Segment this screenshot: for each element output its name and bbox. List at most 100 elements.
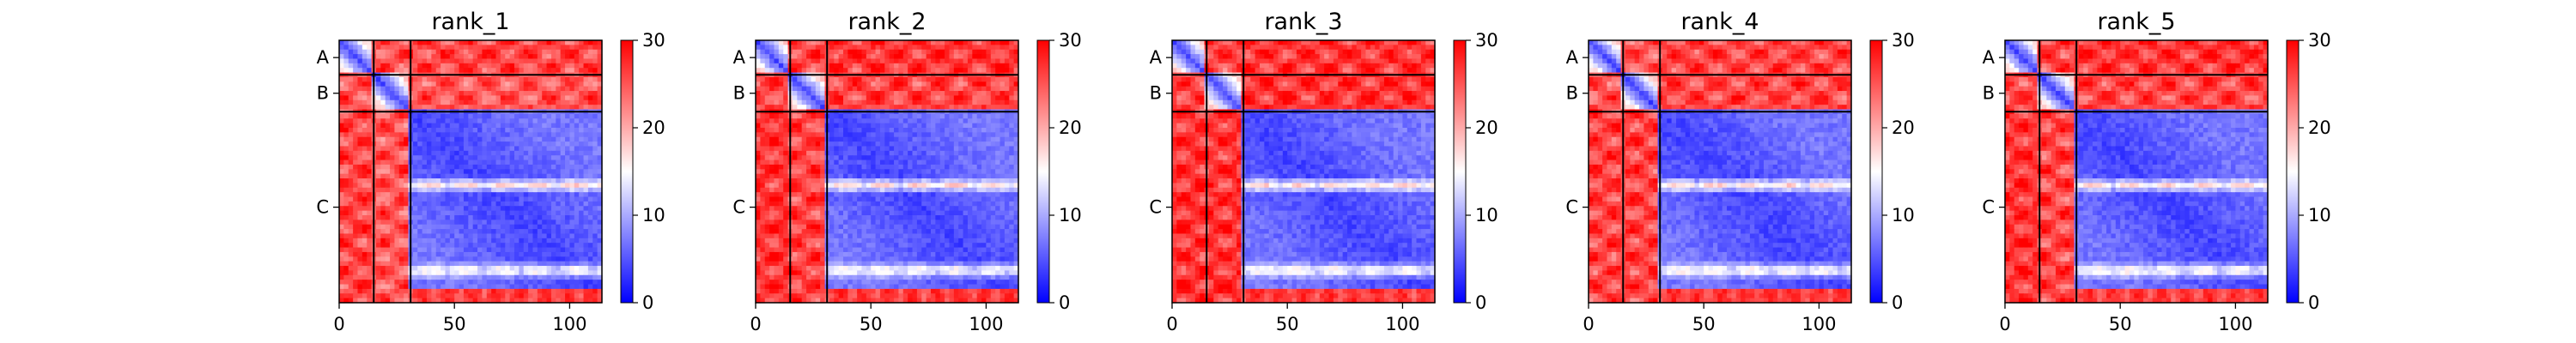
heatmap-cell [574,50,580,55]
heatmap-cell [921,54,927,59]
heatmap-cell [445,252,450,257]
heatmap-cell [440,169,446,174]
heatmap-cell [349,160,354,165]
heatmap-cell [394,50,399,55]
heatmap-cell [519,141,524,147]
heatmap-cell [362,248,368,253]
heatmap-cell [510,45,515,50]
heatmap-cell [774,132,779,137]
heatmap-cell [440,183,446,188]
heatmap-cell [349,123,354,129]
heatmap-cell [565,95,570,100]
heatmap-cell [422,160,428,165]
heatmap-cell [394,215,399,220]
heatmap-cell [431,243,436,248]
heatmap-cell [528,285,533,290]
heatmap-cell [592,58,598,63]
heatmap-cell [793,77,798,82]
heatmap-cell [968,100,973,105]
heatmap-cell [820,105,825,110]
heatmap-cell [431,256,436,262]
heatmap-cell [357,40,362,45]
heatmap-cell [574,105,580,110]
heatmap-cell [445,54,450,59]
heatmap-cell [468,100,473,105]
heatmap-cell [459,238,465,244]
heatmap-cell [394,206,399,211]
heatmap-cell [417,160,422,165]
heatmap-cell [949,128,954,133]
heatmap-cell [917,45,922,50]
heatmap-cell [454,270,459,275]
heatmap-cell [380,266,386,271]
heatmap-cell [473,123,478,129]
heatmap-cell [569,77,574,82]
heatmap-cell [459,211,465,216]
heatmap-cell [362,160,368,165]
heatmap-cell [760,155,765,160]
heatmap-cell [417,202,422,207]
heatmap-cell [528,165,533,170]
heatmap-cell [588,293,593,298]
heatmap-cell [584,229,589,234]
heatmap-cell [505,100,510,105]
heatmap-cell [797,151,802,156]
heatmap-cell [584,95,589,100]
heatmap-cell [343,248,349,253]
heatmap-cell [935,151,940,156]
heatmap-cell [362,128,368,133]
heatmap-cell [981,174,987,179]
heatmap-cell [482,275,487,280]
heatmap-cell [413,105,418,110]
heatmap-cell [963,105,969,110]
heatmap-cell [386,114,391,119]
heatmap-cell [940,165,945,170]
heatmap-cell [390,114,395,119]
heatmap-cell [561,233,566,238]
heatmap-cell [551,54,556,59]
heatmap-cell [394,81,399,87]
heatmap-cell [353,151,358,156]
heatmap-cell [524,81,529,87]
heatmap-cell [487,252,492,257]
heatmap-cell [574,165,580,170]
heatmap-cell [376,118,381,123]
heatmap-cell [565,280,570,285]
heatmap-cell [357,63,362,69]
heatmap-cell [349,118,354,123]
heatmap-cell [399,270,404,275]
heatmap-cell [514,141,519,147]
heatmap-cell [551,183,556,188]
heatmap-cell [756,169,761,174]
colorbar [621,40,633,303]
heatmap-cell [853,151,858,156]
heatmap-cell [903,137,908,142]
heatmap-cell [894,174,899,179]
heatmap-cell [1009,81,1014,87]
heatmap-cell [986,141,991,147]
heatmap-cell [468,192,473,197]
heatmap-cell [440,40,446,45]
heatmap-cell [981,114,987,119]
heatmap-cell [774,155,779,160]
heatmap-cell [501,197,506,202]
heatmap-cell [898,146,903,151]
heatmap-cell [464,243,469,248]
heatmap-cell [588,188,593,193]
heatmap-cell [514,211,519,216]
heatmap-cell [404,174,409,179]
heatmap-cell [390,248,395,253]
heatmap-cell [551,128,556,133]
heatmap-cell [588,114,593,119]
heatmap-cell [367,225,372,230]
heatmap-cell [505,141,510,147]
heatmap-cell [390,68,395,73]
heatmap-cell [569,293,574,298]
heatmap-cell [353,206,358,211]
heatmap-cell [876,58,881,63]
heatmap-cell [482,146,487,151]
heatmap-cell [528,275,533,280]
heatmap-cell [542,215,547,220]
heatmap-cell [510,211,515,216]
heatmap-cell [551,114,556,119]
